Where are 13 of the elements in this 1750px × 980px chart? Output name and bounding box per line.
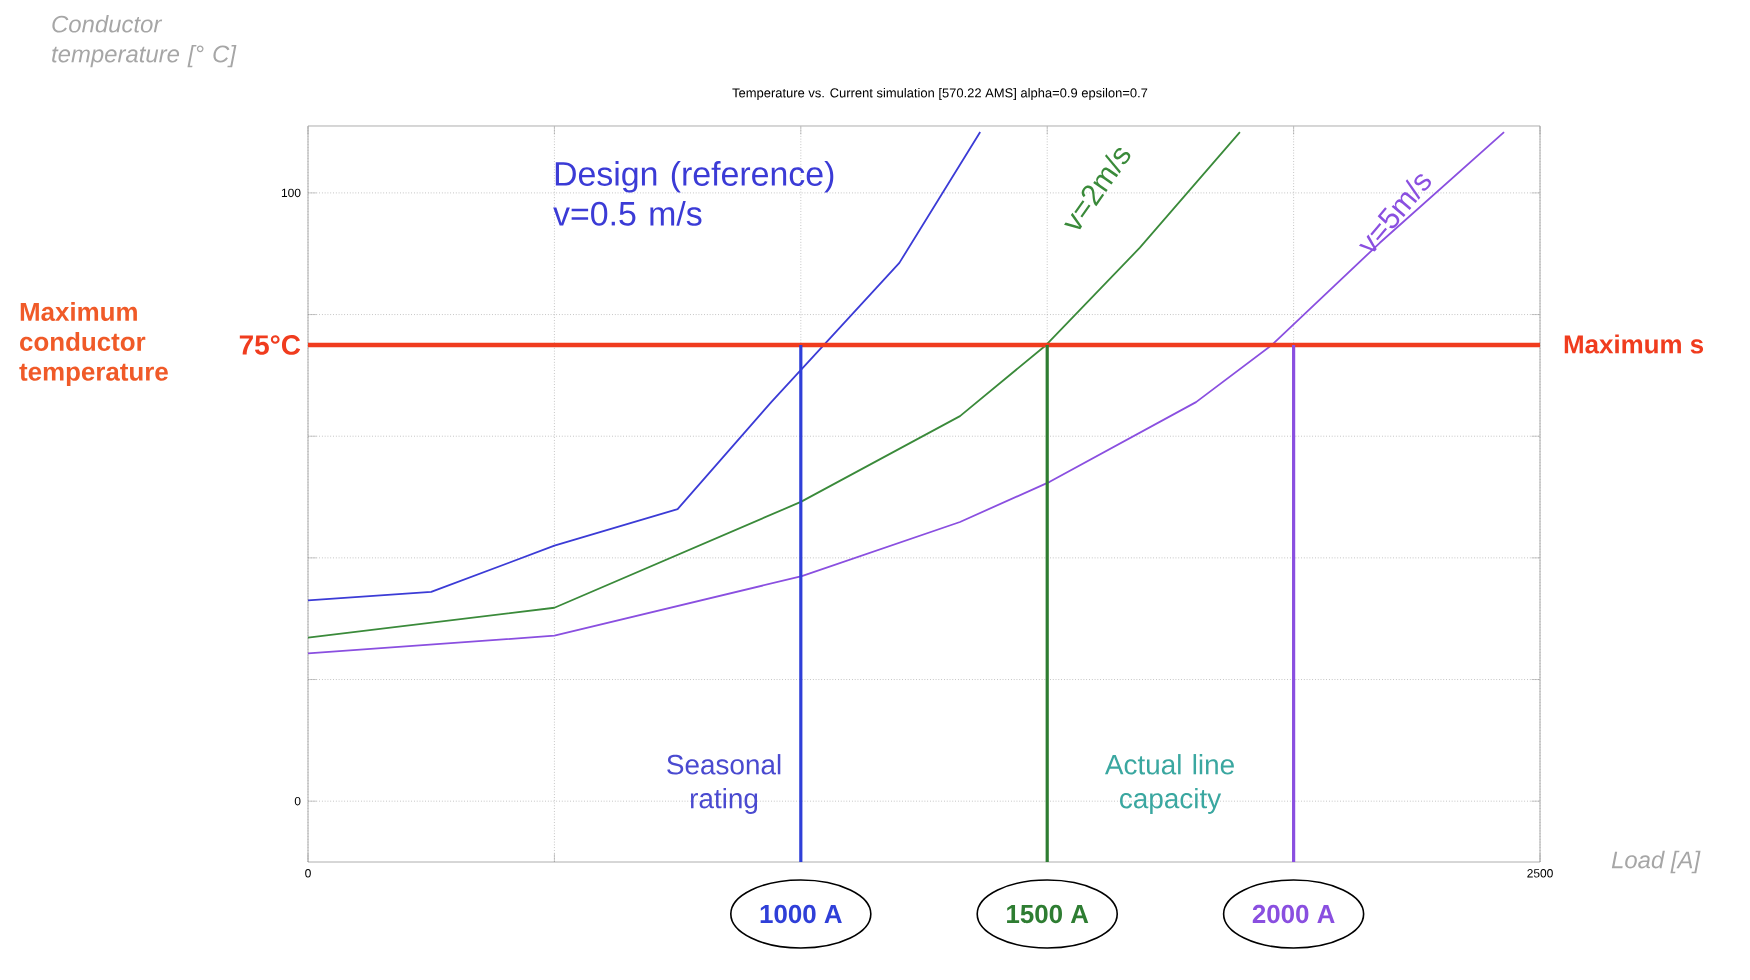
x-axis-title: Load [A]	[1611, 850, 1701, 874]
line-series	[307, 131, 1505, 655]
text: Maximum conductor temperature	[19, 302, 168, 386]
annotation: Actual line capacity	[1104, 754, 1234, 814]
text: Maximum s	[1564, 334, 1704, 354]
annotation: Seasonal rating	[667, 754, 781, 814]
ref-line-label: 1000 A	[760, 904, 842, 924]
ref-line-label: 75°C	[239, 335, 301, 355]
y-axis-title: Conductor temperature [° C]	[52, 15, 237, 68]
text: Design (reference) v=0.5 m/s	[553, 161, 834, 226]
line-series	[307, 131, 1241, 639]
ref-line-label: 2000 A	[1252, 904, 1335, 924]
ref-line-label: 1500 A	[1007, 904, 1089, 924]
